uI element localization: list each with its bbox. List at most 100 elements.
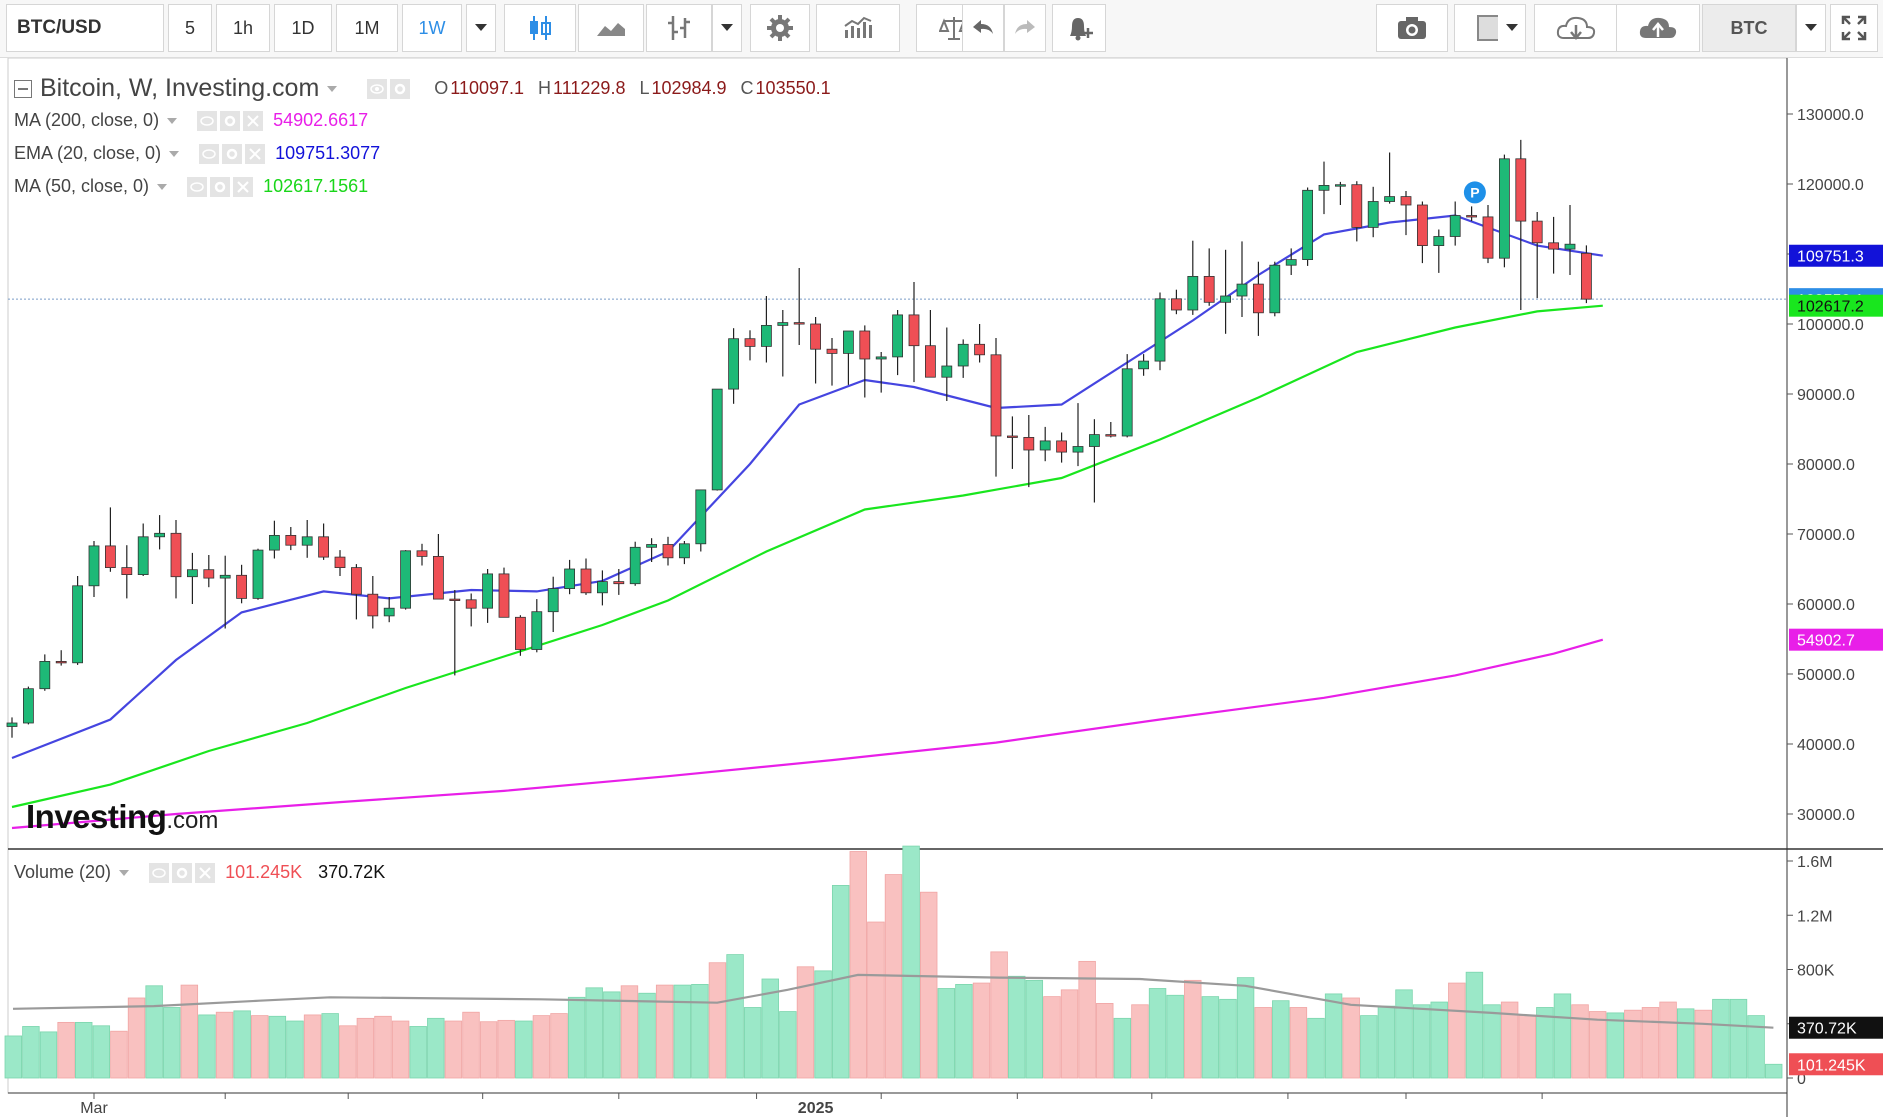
candle-body <box>1400 196 1412 206</box>
background-color-dropdown[interactable] <box>1498 4 1526 52</box>
chevron-down-icon[interactable] <box>157 183 168 190</box>
volume-bar <box>374 1015 392 1079</box>
gear-icon[interactable] <box>222 143 243 164</box>
settings-button[interactable] <box>750 4 810 52</box>
candle-body <box>121 567 133 576</box>
volume-bar <box>163 1007 181 1079</box>
price-tick-label: 80000.0 <box>1797 457 1855 474</box>
fullscreen-button[interactable] <box>1830 4 1878 52</box>
volume-bar <box>1676 1008 1695 1079</box>
indicators-button[interactable] <box>816 4 900 52</box>
volume-bar <box>1518 1015 1536 1079</box>
close-value: 103550.1 <box>755 78 831 98</box>
camera-icon <box>1398 17 1426 39</box>
candle-body <box>219 574 231 579</box>
price-tick-label: 40000.0 <box>1797 737 1855 754</box>
compare-symbol-dropdown[interactable] <box>1796 4 1826 52</box>
eye-icon[interactable] <box>197 110 218 131</box>
volume-bar <box>620 985 639 1079</box>
candle-body <box>1515 158 1527 222</box>
volume-bar <box>268 1015 287 1079</box>
interval-1m[interactable]: 1M <box>336 4 398 52</box>
price-tick-label: 50000.0 <box>1797 667 1855 684</box>
chevron-down-icon[interactable] <box>327 85 338 92</box>
eye-icon[interactable] <box>187 176 208 197</box>
collapse-legend-icon[interactable] <box>14 79 32 98</box>
candle-body <box>1121 368 1133 437</box>
candle-body <box>580 568 592 594</box>
candles-chart-type-button[interactable] <box>504 4 576 52</box>
gear-icon[interactable] <box>390 78 411 99</box>
volume-bar <box>849 851 867 1079</box>
ema20-price-tag: 109751.3 <box>1797 249 1864 266</box>
chart-canvas[interactable]: 30000.0 40000.0 50000.0 60000.0 70000.0 80000… <box>0 58 1883 1117</box>
candle-body <box>515 616 526 650</box>
close-icon[interactable] <box>233 176 254 197</box>
volume-bar <box>1078 960 1096 1079</box>
volume-bar <box>1307 1017 1325 1079</box>
candle-body <box>957 343 969 367</box>
volume-bar <box>655 984 674 1079</box>
eye-icon[interactable] <box>367 78 388 99</box>
chevron-down-icon[interactable] <box>169 150 180 157</box>
interval-1d[interactable]: 1D <box>274 4 332 52</box>
candle-body <box>1138 360 1149 370</box>
undo-button[interactable] <box>962 4 1004 52</box>
bars-chart-type-button[interactable] <box>646 4 712 52</box>
candle-body <box>203 569 215 579</box>
ma200-label: MA (200, close, 0) <box>14 110 160 130</box>
volume-bar <box>286 1020 304 1079</box>
gear-icon[interactable] <box>172 862 193 883</box>
volume-bar <box>198 1014 216 1079</box>
save-chart-button[interactable] <box>1616 4 1700 52</box>
eye-icon[interactable] <box>199 143 220 164</box>
candle-body <box>1072 446 1084 453</box>
close-label: C <box>740 78 754 98</box>
candle-body <box>137 536 149 575</box>
chevron-down-icon[interactable] <box>119 869 130 876</box>
interval-dropdown-button[interactable] <box>466 4 496 52</box>
candle-body <box>1187 275 1199 311</box>
eye-icon[interactable] <box>149 862 170 883</box>
interval-1w[interactable]: 1W <box>402 4 462 52</box>
interval-1h[interactable]: 1h <box>216 4 270 52</box>
candle-body <box>744 338 756 347</box>
open-label: O <box>434 78 449 98</box>
gear-icon <box>767 15 793 41</box>
volume-bar <box>1131 1004 1149 1079</box>
candle-body <box>301 536 313 546</box>
candle-body <box>1220 295 1231 303</box>
candle-body <box>1007 435 1018 438</box>
load-chart-button[interactable] <box>1534 4 1618 52</box>
ema20-value: 109751.3077 <box>275 143 381 163</box>
volume-ma-value: 370.72K <box>318 862 386 882</box>
chevron-down-icon[interactable] <box>167 117 178 124</box>
volume-tick-label: 0 <box>1797 1071 1806 1088</box>
volume-bar <box>1641 1007 1660 1079</box>
interval-5[interactable]: 5 <box>168 4 212 52</box>
candle-body <box>449 598 461 601</box>
candle-body <box>88 545 100 587</box>
gear-icon[interactable] <box>210 176 231 197</box>
candle-body <box>367 593 379 617</box>
legend-buttons <box>187 176 254 197</box>
chart-type-dropdown-button[interactable] <box>712 4 742 52</box>
screenshot-button[interactable] <box>1376 4 1448 52</box>
candle-body <box>350 567 362 595</box>
volume-bar <box>673 984 691 1079</box>
area-chart-type-button[interactable] <box>578 4 644 52</box>
close-icon[interactable] <box>245 143 266 164</box>
alert-button[interactable] <box>1052 4 1106 52</box>
close-icon[interactable] <box>243 110 264 131</box>
candle-body <box>990 354 1002 437</box>
gear-icon[interactable] <box>220 110 241 131</box>
volume-bar <box>937 988 956 1079</box>
redo-button[interactable] <box>1004 4 1046 52</box>
candle-body <box>1367 201 1379 228</box>
compare-symbol-field[interactable]: BTC <box>1702 4 1796 52</box>
chart-area[interactable]: 30000.0 40000.0 50000.0 60000.0 70000.0 80000… <box>0 58 1883 1117</box>
symbol-field[interactable]: BTC/USD <box>6 4 164 52</box>
close-icon[interactable] <box>195 862 216 883</box>
volume-bar <box>251 1015 269 1079</box>
volume-label: Volume (20) <box>14 862 112 882</box>
